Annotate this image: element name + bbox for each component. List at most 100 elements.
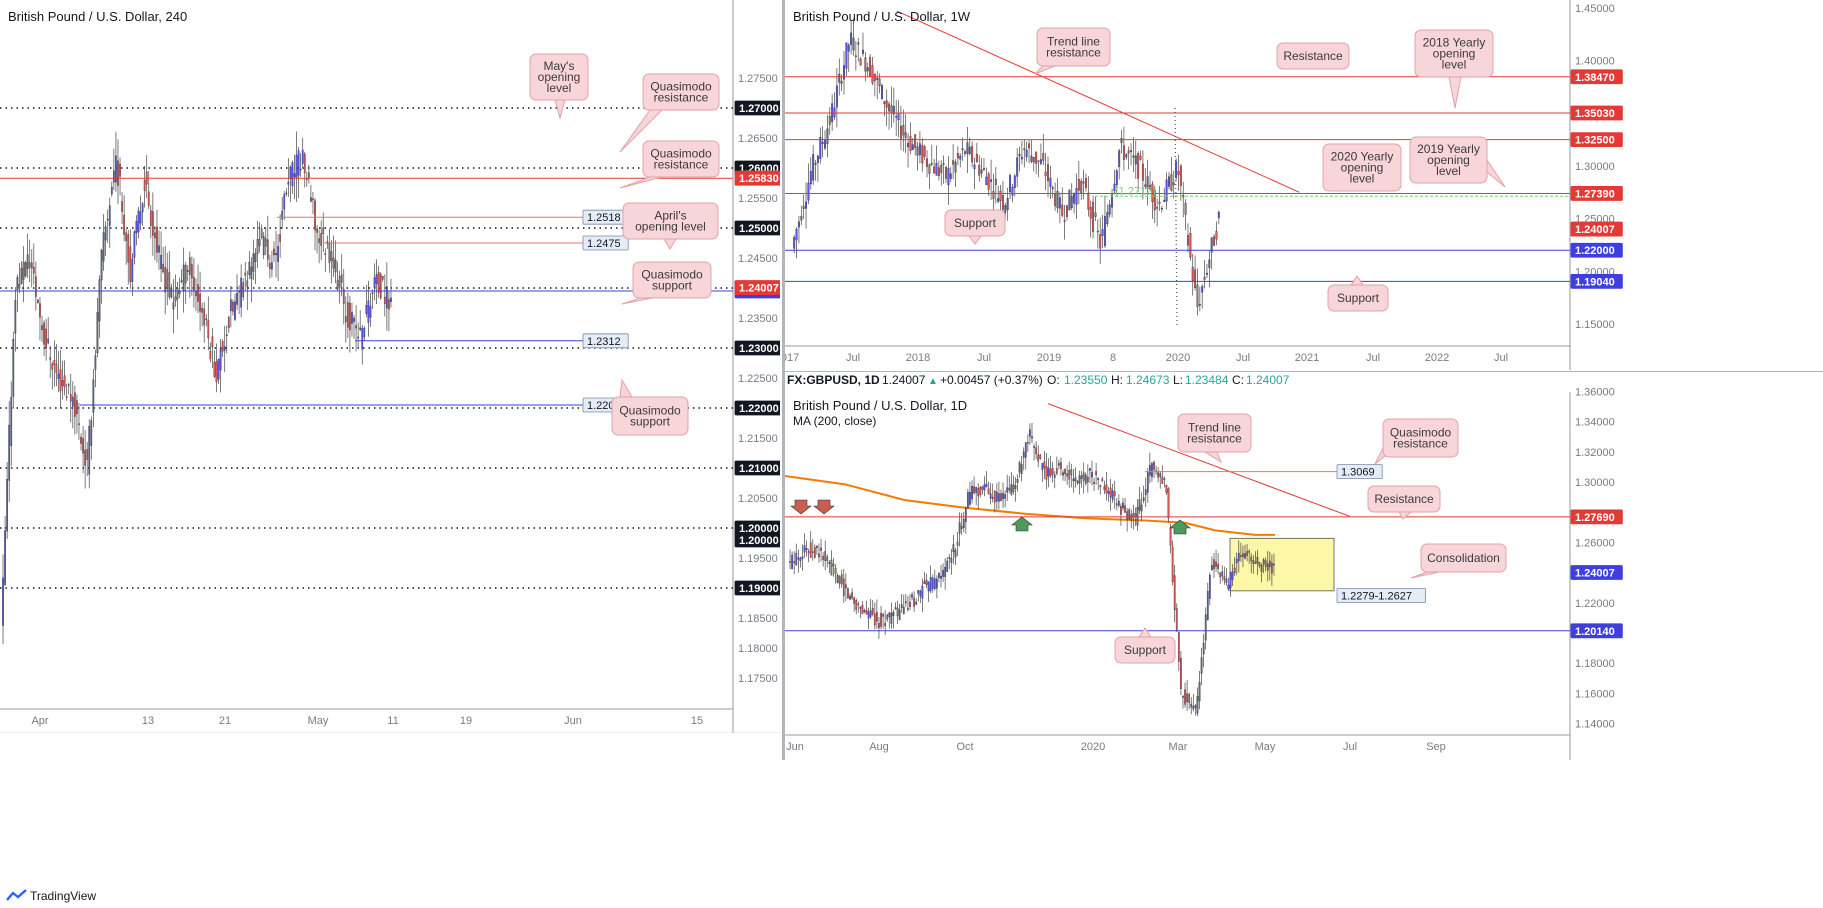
candle-weekly-candle[interactable] — [1156, 207, 1159, 209]
candle-daily-candle[interactable] — [1101, 478, 1104, 482]
candle-weekly-candle[interactable] — [1191, 266, 1194, 281]
candle-daily-candle[interactable] — [1060, 462, 1062, 469]
candle-4h-candle[interactable] — [349, 303, 351, 331]
candle-daily-candle[interactable] — [834, 567, 837, 574]
candle-daily-candle[interactable] — [873, 613, 876, 626]
candle-4h-candle[interactable] — [256, 238, 259, 254]
candle-daily-candle[interactable] — [991, 496, 994, 499]
candle-daily-candle[interactable] — [890, 612, 893, 624]
candle-4h-candle[interactable] — [82, 438, 84, 454]
candle-weekly-candle[interactable] — [819, 137, 822, 159]
candle-weekly-candle[interactable] — [838, 73, 841, 83]
candle-4h-candle[interactable] — [361, 327, 364, 350]
candle-daily-candle[interactable] — [1086, 476, 1089, 483]
candle-4h-candle[interactable] — [121, 201, 123, 212]
candle-weekly-candle[interactable] — [945, 167, 947, 179]
candle-daily-candle[interactable] — [828, 561, 831, 564]
candle-weekly-candle[interactable] — [828, 116, 831, 125]
candle-daily-candle[interactable] — [948, 557, 951, 559]
candle-4h-candle[interactable] — [347, 302, 349, 328]
candle-daily-candle[interactable] — [921, 585, 924, 599]
candle-daily-candle[interactable] — [1024, 442, 1027, 458]
candle-daily-candle[interactable] — [973, 486, 975, 494]
candle-4h-candle[interactable] — [375, 274, 378, 285]
candle-daily-candle[interactable] — [911, 594, 913, 598]
candle-daily-candle[interactable] — [1130, 514, 1133, 521]
candle-weekly-candle[interactable] — [918, 143, 921, 156]
candle-weekly-candle[interactable] — [826, 128, 829, 144]
candle-weekly-candle[interactable] — [885, 100, 888, 108]
candle-weekly-candle[interactable] — [1125, 154, 1128, 158]
candle-4h-candle[interactable] — [289, 167, 292, 180]
candle-weekly-candle[interactable] — [1158, 201, 1161, 204]
candle-weekly-candle[interactable] — [1210, 237, 1213, 253]
candle-4h-candle[interactable] — [117, 160, 119, 186]
candle-daily-candle[interactable] — [1062, 472, 1064, 476]
candle-daily-candle[interactable] — [1138, 499, 1141, 511]
candle-4h-candle[interactable] — [215, 361, 218, 382]
candle-4h-candle[interactable] — [209, 350, 212, 360]
candle-4h-candle[interactable] — [336, 280, 339, 290]
candle-weekly-candle[interactable] — [1189, 233, 1192, 258]
candle-weekly-candle[interactable] — [975, 153, 978, 162]
candle-daily-candle[interactable] — [869, 610, 872, 617]
candle-weekly-candle[interactable] — [1020, 156, 1023, 160]
candle-weekly-candle[interactable] — [869, 57, 872, 77]
candle-weekly-candle[interactable] — [1028, 143, 1031, 149]
candle-weekly-candle[interactable] — [1203, 277, 1206, 280]
candle-4h-candle[interactable] — [32, 267, 35, 274]
candle-4h-candle[interactable] — [271, 262, 273, 270]
candle-weekly-candle[interactable] — [816, 155, 819, 163]
candle-weekly-candle[interactable] — [1006, 197, 1009, 210]
candle-4h-candle[interactable] — [43, 322, 45, 345]
candle-daily-candle[interactable] — [1221, 571, 1224, 577]
candle-4h-candle[interactable] — [359, 327, 362, 330]
candle-weekly-candle[interactable] — [1163, 199, 1166, 202]
candle-daily-candle[interactable] — [960, 525, 963, 529]
candle-4h-candle[interactable] — [310, 197, 312, 202]
candle-4h-candle[interactable] — [297, 150, 300, 176]
candle-daily-candle[interactable] — [1246, 551, 1248, 556]
candle-4h-candle[interactable] — [51, 363, 54, 370]
candle-weekly-candle[interactable] — [1066, 205, 1068, 217]
candle-daily-candle[interactable] — [1227, 584, 1230, 590]
candle-weekly-candle[interactable] — [873, 73, 876, 81]
candle-4h-candle[interactable] — [301, 149, 304, 164]
candle-4h-candle[interactable] — [141, 203, 144, 213]
candle-4h-candle[interactable] — [106, 218, 109, 221]
candle-4h-candle[interactable] — [182, 264, 185, 291]
candle-4h-candle[interactable] — [262, 236, 265, 256]
candle-4h-candle[interactable] — [236, 292, 238, 305]
candle-daily-candle[interactable] — [917, 590, 920, 594]
candle-weekly-candle[interactable] — [1009, 175, 1012, 193]
candle-daily-candle[interactable] — [820, 547, 822, 551]
candle-daily-candle[interactable] — [871, 608, 874, 615]
candle-weekly-candle[interactable] — [1108, 204, 1111, 215]
candle-4h-candle[interactable] — [357, 336, 359, 339]
candle-weekly-candle[interactable] — [1168, 176, 1170, 187]
callout-consolidation[interactable]: Consolidation — [1410, 543, 1507, 579]
candle-weekly-candle[interactable] — [1139, 155, 1142, 160]
candle-daily-candle[interactable] — [855, 600, 858, 610]
candle-weekly-candle[interactable] — [1215, 230, 1218, 240]
candle-4h-candle[interactable] — [39, 303, 41, 318]
candle-4h-candle[interactable] — [125, 232, 128, 241]
candle-daily-candle[interactable] — [923, 581, 926, 584]
candle-daily-candle[interactable] — [954, 550, 957, 558]
candle-4h-candle[interactable] — [78, 423, 80, 425]
candle-daily-candle[interactable] — [878, 623, 880, 628]
candle-weekly-candle[interactable] — [930, 163, 933, 165]
candle-weekly-candle[interactable] — [959, 155, 962, 160]
candle-daily-candle[interactable] — [1031, 436, 1033, 439]
candle-weekly-candle[interactable] — [880, 85, 883, 99]
candle-daily-candle[interactable] — [1091, 472, 1093, 478]
candle-daily-candle[interactable] — [931, 577, 934, 589]
candle-daily-candle[interactable] — [944, 567, 947, 577]
candle-daily-candle[interactable] — [993, 490, 996, 503]
candle-daily-candle[interactable] — [1206, 591, 1209, 621]
candle-daily-candle[interactable] — [1229, 572, 1232, 588]
candle-daily-candle[interactable] — [942, 569, 944, 577]
candle-daily-candle[interactable] — [940, 575, 942, 579]
